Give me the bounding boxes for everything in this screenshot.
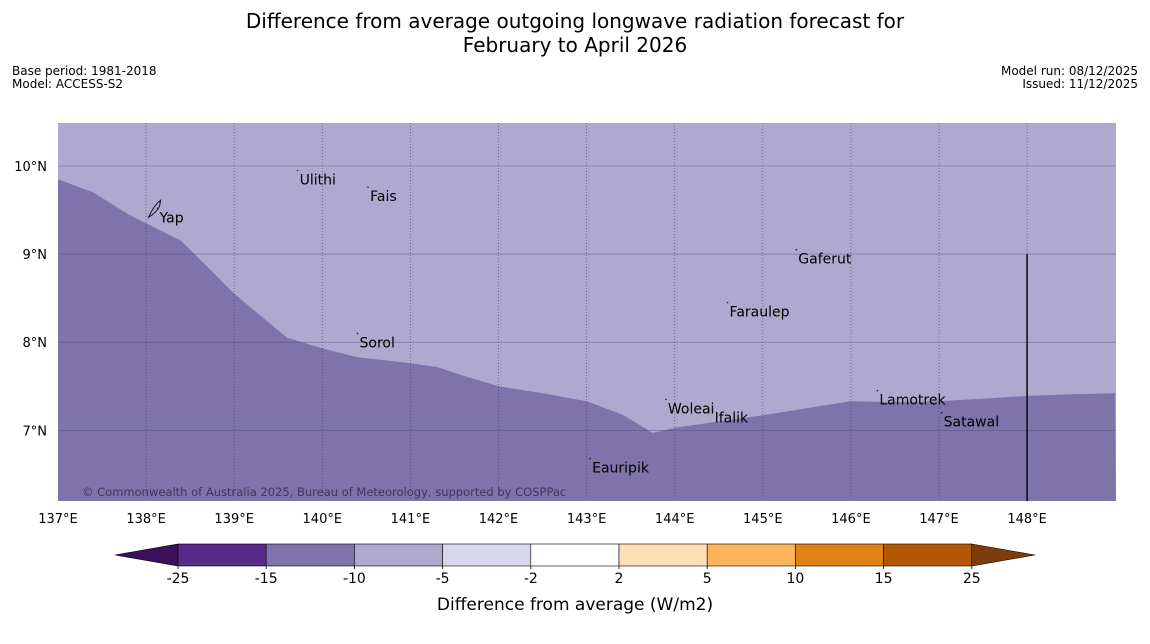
place-label-lamotrek: Lamotrek	[879, 393, 946, 409]
colorbar-tick-label: -10	[343, 571, 366, 587]
colorbar-segment	[354, 543, 443, 567]
colorbar-extend-max	[971, 543, 1036, 567]
colorbar-segment	[177, 543, 267, 567]
forecast-map[interactable]: Yap Ulithi Fais Gaferut Faraulep Sorol WoleaiI…	[0, 100, 1150, 630]
lon-tick-label: 142°E	[479, 512, 519, 527]
colorbar-tick-label: 2	[615, 571, 624, 587]
lat-tick-label: 8°N	[23, 336, 48, 351]
place-label-yap: Yap	[159, 210, 184, 226]
place-label-woleai: Woleai	[668, 401, 715, 417]
lon-tick-label: 141°E	[391, 512, 431, 527]
lat-tick-label: 7°N	[23, 424, 48, 439]
place-label-gaferut: Gaferut	[798, 252, 852, 268]
lon-tick-label: 140°E	[303, 512, 343, 527]
title-line-1: Difference from average outgoing longwav…	[245, 9, 905, 33]
place-marker	[876, 389, 879, 392]
colorbar-tick-label: 10	[786, 571, 804, 587]
place-marker	[356, 332, 359, 335]
place-label-ifalik: Ifalik	[715, 410, 749, 426]
colorbar-tick-label: 25	[963, 571, 981, 587]
place-marker	[795, 248, 798, 251]
place-marker	[711, 407, 714, 410]
colorbar-segment	[442, 543, 532, 567]
lon-tick-label: 143°E	[567, 512, 607, 527]
meta-left: Base period: 1981-2018 Model: ACCESS-S2	[12, 65, 157, 91]
copyright-notice: © Commonwealth of Australia 2025, Bureau…	[82, 485, 566, 499]
colorbar-label: Difference from average (W/m2)	[437, 595, 713, 615]
place-marker	[156, 207, 159, 210]
colorbar-segment	[530, 543, 620, 567]
lat-tick-label: 9°N	[23, 248, 48, 263]
chart-title: Difference from average outgoing longwav…	[0, 9, 1150, 57]
colorbar-tick-label: 15	[875, 571, 893, 587]
place-marker	[940, 411, 943, 414]
place-marker	[726, 301, 729, 304]
colorbar-segment	[706, 543, 796, 567]
lat-tick-label: 10°N	[14, 160, 47, 175]
lon-tick-label: 139°E	[214, 512, 254, 527]
lon-tick-label: 148°E	[1007, 512, 1047, 527]
lon-tick-label: 145°E	[743, 512, 783, 527]
colorbar-segment	[883, 543, 973, 567]
place-label-faraulep: Faraulep	[730, 305, 790, 321]
yap-island-outline	[147, 199, 162, 219]
lon-tick-label: 144°E	[655, 512, 695, 527]
colorbar-segment	[265, 543, 355, 567]
colorbar-tick-label: -2	[524, 571, 538, 587]
colorbar-extend-min	[114, 543, 179, 567]
place-label-sorol: Sorol	[360, 335, 395, 351]
model-name: Model: ACCESS-S2	[12, 77, 124, 91]
place-label-ulithi: Ulithi	[300, 172, 336, 188]
colorbar-tick-label: -5	[436, 571, 450, 587]
colorbar-tick-label: 5	[703, 571, 712, 587]
place-label-satawal: Satawal	[944, 415, 999, 431]
meta-right: Model run: 08/12/2025 Issued: 11/12/2025	[1001, 65, 1138, 91]
place-label-fais: Fais	[370, 189, 397, 205]
plot-area: Yap Ulithi Fais Gaferut Faraulep Sorol WoleaiI…	[58, 123, 1116, 501]
lon-tick-label: 138°E	[126, 512, 166, 527]
issued-date: Issued: 11/12/2025	[1022, 77, 1138, 91]
colorbar-segment	[795, 543, 884, 567]
place-marker	[296, 169, 299, 172]
place-marker	[665, 398, 667, 401]
lon-tick-label: 146°E	[831, 512, 871, 527]
base-period: Base period: 1981-2018	[12, 64, 157, 78]
lon-tick-label: 147°E	[919, 512, 959, 527]
colorbar-tick-label: -25	[167, 571, 190, 587]
place-label-eauripik: Eauripik	[592, 460, 650, 476]
place-marker	[367, 186, 369, 188]
title-line-2: February to April 2026	[462, 33, 688, 57]
colorbar-tick-label: -15	[255, 571, 278, 587]
lon-tick-label: 137°E	[38, 512, 78, 527]
colorbar-segment	[618, 543, 708, 567]
place-marker	[589, 457, 591, 460]
model-run: Model run: 08/12/2025	[1000, 64, 1138, 78]
